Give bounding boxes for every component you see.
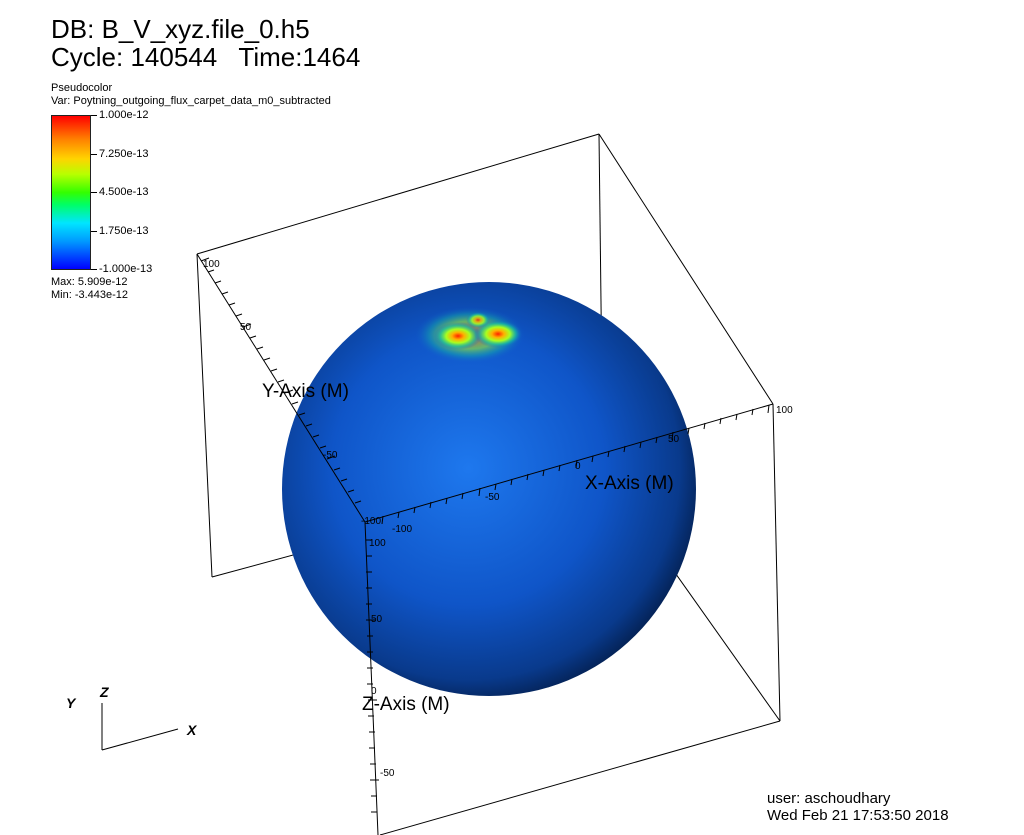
legend-tick [91, 154, 97, 155]
x-tick-label: -100 [392, 524, 412, 535]
database-title: DB: B_V_xyz.file_0.h5 [51, 14, 310, 44]
legend-tick [91, 192, 97, 193]
bounding-box-front [196, 253, 781, 835]
y-tick-label: -50 [323, 450, 338, 461]
y-tick-label: 50 [240, 322, 252, 333]
axis-ticks [200, 257, 770, 813]
z-axis-title: Z-Axis (M) [362, 694, 450, 715]
triad-z-label: Z [99, 684, 109, 700]
legend-tick-label: 1.000e-12 [99, 109, 149, 121]
x-axis-title: X-Axis (M) [585, 473, 674, 494]
z-tick-label: 100 [369, 538, 386, 549]
x-tick-label: -50 [485, 492, 500, 503]
max-value-label: Max: 5.909e-12 [51, 276, 128, 288]
variable-label: Var: Poytning_outgoing_flux_carpet_data_… [51, 95, 331, 107]
min-value-label: Min: -3.443e-12 [51, 289, 129, 301]
cycle-time-label: Cycle: 140544 Time:1464 [51, 42, 361, 72]
sphere-surface [282, 282, 696, 696]
legend-tick [91, 115, 97, 116]
legend-tick-label: 1.750e-13 [99, 225, 149, 237]
user-label: user: aschoudhary [767, 790, 891, 807]
x-tick-label: 50 [668, 434, 680, 445]
legend-tick [91, 231, 97, 232]
legend-tick-label: 4.500e-13 [99, 186, 149, 198]
legend-tick-label: 7.250e-13 [99, 148, 149, 160]
orientation-triad [101, 703, 179, 751]
plot-type-label: Pseudocolor [51, 82, 113, 94]
z-tick-label: 0 [371, 686, 377, 697]
y-tick-label: 100 [203, 259, 220, 270]
triad-x-label: X [186, 722, 198, 738]
legend-tick-label: -1.000e-13 [99, 263, 153, 275]
z-tick-label: 50 [371, 614, 383, 625]
timestamp-label: Wed Feb 21 17:53:50 2018 [767, 807, 949, 824]
x-tick-label: 0 [575, 461, 581, 472]
z-tick-label: -50 [380, 768, 395, 779]
y-axis-title: Y-Axis (M) [262, 381, 349, 402]
y-tick-label: -100 [361, 516, 381, 527]
legend-tick [91, 269, 97, 270]
color-legend-bar [51, 115, 91, 270]
x-tick-label: 100 [776, 405, 793, 416]
triad-y-label: Y [66, 695, 77, 711]
